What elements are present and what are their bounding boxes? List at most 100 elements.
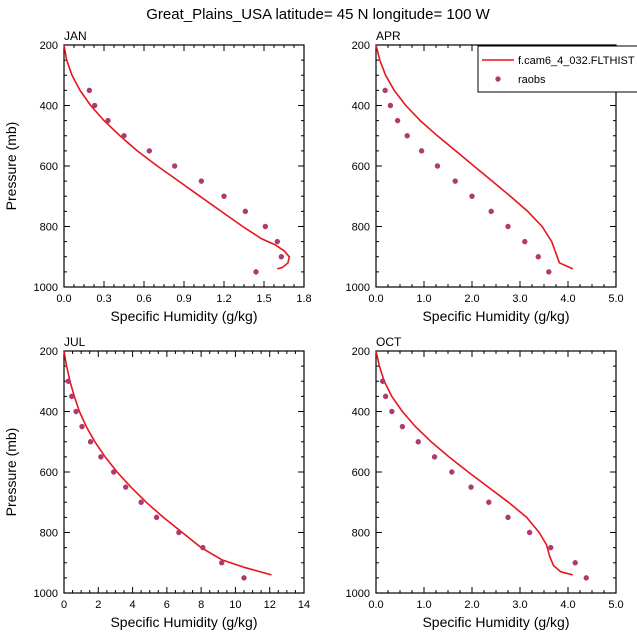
raobs-point [98, 454, 104, 460]
x-tick-label: 0.0 [56, 293, 71, 305]
y-tick-label: 800 [352, 528, 370, 540]
x-tick-label: 3.0 [512, 599, 527, 611]
x-tick-label: 2.0 [464, 293, 479, 305]
legend-model-label: f.cam6_4_032.FLTHIST [518, 55, 635, 67]
panel-jul: JUL 0 2 4 6 8 10 12 14 200 400 600 800 1000 Specific H… [3, 335, 310, 630]
raobs-point [431, 454, 438, 460]
raobs-point [469, 193, 475, 199]
raobs-point [583, 575, 589, 581]
x-tick-label: 5.0 [608, 599, 623, 611]
x-axis-title: Specific Humidity (g/kg) [422, 614, 569, 630]
x-tick-label: 14 [298, 599, 310, 611]
model-profile-line [375, 44, 574, 270]
model-profile-line [63, 350, 272, 576]
y-tick-label: 800 [352, 222, 370, 234]
raobs-point [146, 148, 153, 154]
x-axis-title: Specific Humidity (g/kg) [110, 308, 257, 324]
panel-oct: OCT 0.0 1.0 2.0 3.0 4.0 5.0 200 400 600 800 1000 Spe… [346, 335, 624, 630]
x-tick-label: 0.6 [136, 293, 151, 305]
raobs-point [449, 469, 455, 475]
x-tick-label: 6 [164, 599, 170, 611]
raobs-point [87, 439, 94, 445]
y-tick-label: 200 [352, 40, 370, 52]
raobs-point [153, 514, 160, 521]
panel-label: OCT [376, 335, 402, 349]
raobs-point [121, 133, 127, 139]
y-tick-label: 1000 [346, 588, 370, 600]
x-tick-label: 3.0 [512, 293, 527, 305]
raobs-point [176, 529, 182, 536]
raobs-point [546, 269, 552, 275]
x-tick-label: 12 [264, 599, 276, 611]
panel-apr: APR 0.0 1.0 2.0 3.0 4.0 5.0 200 400 600 800 1000 Spe… [346, 29, 624, 324]
y-tick-label: 1000 [34, 588, 58, 600]
panel-label: JAN [64, 29, 87, 43]
raobs-point [505, 514, 511, 521]
raobs-point [572, 560, 578, 566]
x-axis-title: Specific Humidity (g/kg) [422, 308, 569, 324]
x-tick-label: 2 [95, 599, 101, 611]
y-tick-label: 400 [352, 407, 370, 419]
raobs-point [91, 102, 98, 109]
y-tick-label: 400 [40, 407, 58, 419]
y-tick-label: 200 [40, 40, 58, 52]
raobs-point [73, 408, 79, 415]
y-tick-label: 400 [352, 101, 370, 113]
raobs-point [123, 484, 129, 490]
raobs-point [86, 87, 93, 94]
x-tick-label: 4.0 [560, 293, 575, 305]
x-tick-label: 1.5 [256, 293, 271, 305]
raobs-point [380, 378, 386, 384]
raobs-point [387, 102, 394, 109]
legend-obs-swatch [495, 76, 501, 82]
raobs-point [241, 575, 247, 581]
raobs-point [79, 423, 85, 430]
x-tick-label: 0 [61, 599, 67, 611]
y-tick-label: 600 [352, 161, 370, 173]
x-tick-label: 5.0 [608, 293, 623, 305]
raobs-point [69, 393, 75, 400]
raobs-point [486, 499, 492, 505]
y-tick-label: 600 [40, 467, 58, 479]
raobs-point [394, 117, 401, 124]
raobs-point [382, 87, 388, 94]
panel-jan: JAN 0.0 0.3 0.6 0.9 1.2 1.5 1.8 200 400 600 800 1000… [3, 29, 312, 324]
raobs-point [171, 163, 178, 169]
raobs-point [198, 178, 205, 184]
raobs-point [105, 117, 111, 124]
legend-box [477, 45, 637, 93]
y-tick-label: 600 [40, 161, 58, 173]
raobs-point [138, 499, 144, 505]
model-profile-line [63, 44, 291, 270]
raobs-point [65, 378, 71, 384]
raobs-point [242, 208, 249, 215]
y-tick-label: 1000 [346, 282, 370, 294]
raobs-point [399, 423, 406, 430]
x-tick-label: 4.0 [560, 599, 575, 611]
x-tick-label: 4 [130, 599, 136, 611]
y-axis-title: Pressure (mb) [3, 122, 19, 211]
plot-frame [63, 350, 305, 594]
raobs-point [219, 560, 225, 566]
x-tick-label: 1.0 [416, 599, 431, 611]
plot-frame [63, 44, 305, 288]
x-tick-label: 0.0 [368, 599, 383, 611]
x-tick-label: 1.8 [296, 293, 311, 305]
raobs-point [253, 269, 259, 275]
x-tick-label: 2.0 [464, 599, 479, 611]
model-profile-line [375, 350, 574, 576]
x-axis-title: Specific Humidity (g/kg) [110, 614, 257, 630]
raobs-point [221, 193, 227, 199]
y-tick-label: 1000 [34, 282, 58, 294]
panel-label: APR [376, 29, 401, 43]
raobs-point [111, 469, 117, 475]
figure-title: Great_Plains_USA latitude= 45 N longitud… [146, 6, 490, 23]
x-tick-label: 1.2 [216, 293, 231, 305]
raobs-point [505, 223, 511, 230]
raobs-point [404, 133, 410, 139]
y-tick-label: 400 [40, 101, 58, 113]
raobs-point [262, 223, 269, 230]
